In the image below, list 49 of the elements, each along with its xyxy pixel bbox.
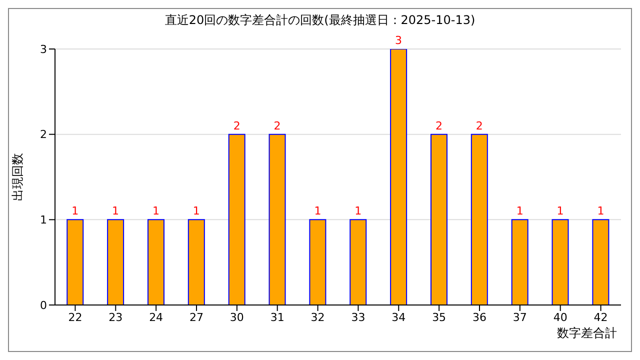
y-tick-label: 3 bbox=[40, 42, 47, 56]
chart-title: 直近20回の数字差合計の回数(最終抽選日：2025-10-13) bbox=[164, 12, 476, 29]
bar bbox=[309, 219, 326, 305]
data-label: 1 bbox=[354, 204, 362, 218]
x-tick-label: 35 bbox=[432, 310, 446, 324]
bar bbox=[470, 134, 488, 305]
bar bbox=[228, 134, 246, 305]
data-label: 1 bbox=[152, 204, 160, 218]
data-label: 1 bbox=[597, 204, 604, 218]
bar bbox=[430, 134, 448, 305]
bar bbox=[268, 134, 286, 305]
data-label: 3 bbox=[395, 34, 402, 47]
bar bbox=[188, 219, 205, 305]
x-tick-label: 37 bbox=[512, 310, 527, 324]
data-label: 2 bbox=[274, 119, 281, 132]
data-label: 1 bbox=[556, 204, 564, 218]
x-tick-label: 40 bbox=[553, 310, 568, 324]
data-label: 2 bbox=[233, 119, 240, 132]
x-tick-label: 22 bbox=[68, 310, 82, 324]
bar bbox=[552, 219, 569, 305]
y-axis-title: 出現回数 bbox=[10, 153, 24, 201]
x-tick-label: 36 bbox=[472, 310, 486, 324]
bar bbox=[390, 49, 408, 305]
data-label: 2 bbox=[476, 119, 483, 132]
x-tick-label: 23 bbox=[108, 310, 123, 324]
data-label: 2 bbox=[435, 119, 442, 132]
x-tick-label: 30 bbox=[230, 310, 244, 324]
x-tick-label: 24 bbox=[149, 310, 164, 324]
data-label: 1 bbox=[314, 204, 322, 218]
x-tick-label: 27 bbox=[190, 310, 204, 324]
bar bbox=[66, 219, 84, 305]
bar bbox=[107, 219, 124, 305]
x-tick-label: 32 bbox=[310, 310, 325, 324]
bar bbox=[511, 219, 528, 305]
bar bbox=[147, 219, 164, 305]
x-tick-label: 34 bbox=[392, 310, 406, 324]
data-label: 1 bbox=[192, 204, 200, 218]
data-label: 1 bbox=[112, 204, 120, 218]
x-tick-label: 31 bbox=[270, 310, 284, 324]
data-label: 1 bbox=[72, 204, 79, 218]
y-tick-label: 2 bbox=[40, 128, 47, 142]
bar bbox=[592, 219, 610, 305]
x-tick-label: 42 bbox=[594, 310, 608, 324]
x-tick-label: 33 bbox=[351, 310, 366, 324]
bar bbox=[350, 219, 367, 305]
y-tick-label: 0 bbox=[40, 298, 47, 312]
y-tick-label: 1 bbox=[40, 214, 47, 227]
data-label: 1 bbox=[516, 204, 524, 218]
x-axis-title: 数字差合計 bbox=[557, 326, 617, 340]
